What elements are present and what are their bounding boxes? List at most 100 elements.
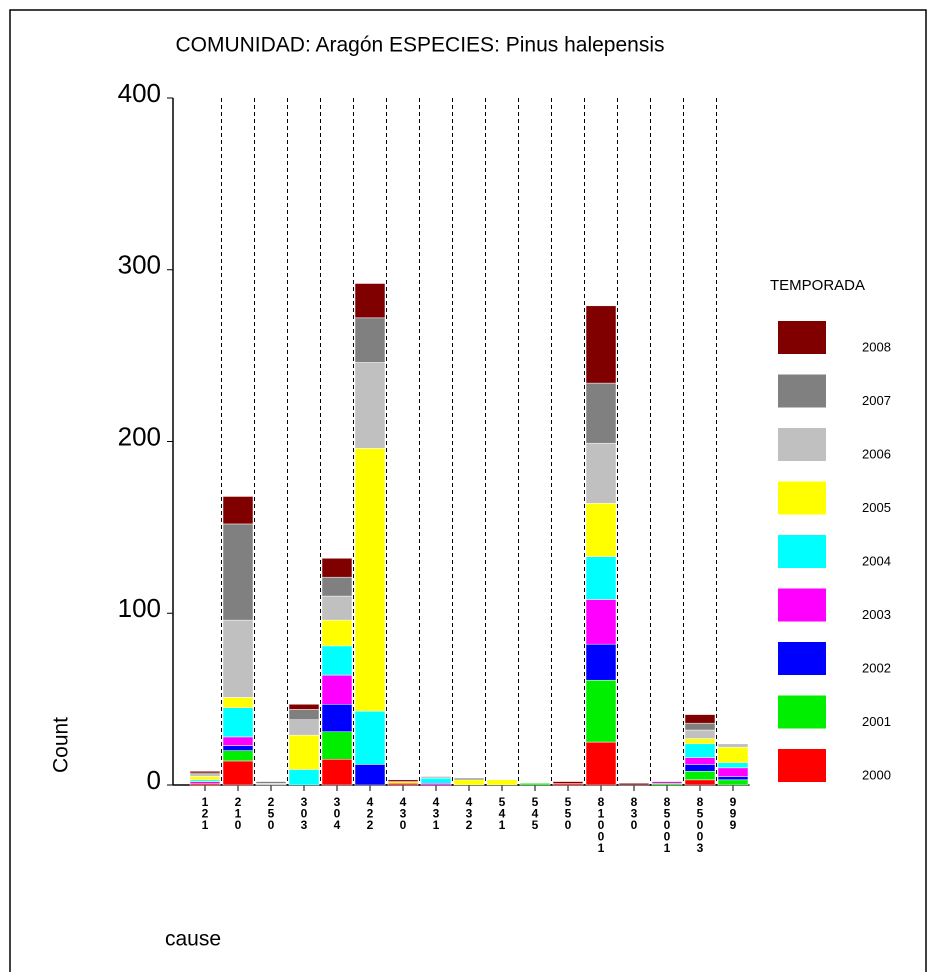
legend-swatch bbox=[778, 588, 826, 622]
bar-segment bbox=[321, 731, 353, 760]
bar-segment bbox=[354, 362, 386, 449]
bar-segment bbox=[288, 709, 320, 720]
legend-label: 2000 bbox=[862, 767, 891, 782]
bar-segment bbox=[354, 317, 386, 363]
bar-segment bbox=[717, 767, 749, 777]
bar-segment bbox=[684, 714, 716, 724]
bar-segment bbox=[585, 556, 617, 600]
bar-segment bbox=[354, 448, 386, 712]
bar-segment bbox=[684, 771, 716, 781]
chart-title: COMUNIDAD: Aragón ESPECIES: Pinus halepe… bbox=[175, 34, 664, 57]
bar-segment bbox=[222, 707, 254, 738]
frame bbox=[9, 9, 927, 972]
bar-segment bbox=[585, 643, 617, 681]
bar-segment bbox=[222, 697, 254, 708]
bar-segment bbox=[453, 779, 485, 786]
legend-label: 2001 bbox=[862, 714, 891, 729]
bar-segment bbox=[684, 729, 716, 739]
bar-segment bbox=[255, 783, 287, 786]
bar-segment bbox=[189, 779, 221, 782]
bar-segment bbox=[717, 776, 749, 781]
bar-segment bbox=[519, 783, 551, 786]
legend-label: 2008 bbox=[862, 339, 891, 354]
legend-swatch bbox=[778, 481, 826, 515]
bar-segment bbox=[552, 783, 584, 786]
y-axis-label: Count bbox=[50, 717, 73, 773]
bar-segment bbox=[552, 781, 584, 784]
legend-label: 2002 bbox=[862, 660, 891, 675]
bar-segment bbox=[684, 764, 716, 772]
bar-segment bbox=[420, 777, 452, 784]
bar-segment bbox=[585, 442, 617, 504]
bar-segment bbox=[717, 779, 749, 786]
legend-swatch bbox=[778, 642, 826, 675]
bar-segment bbox=[684, 757, 716, 765]
bar-segment bbox=[222, 760, 254, 786]
bar-segment bbox=[321, 704, 353, 733]
bar-segment bbox=[222, 736, 254, 746]
legend-label: 2006 bbox=[862, 446, 891, 461]
bar-segment bbox=[189, 772, 221, 775]
x-axis-label: cause bbox=[165, 928, 221, 951]
bar-segment bbox=[189, 781, 221, 784]
legend-label: 2007 bbox=[862, 393, 891, 408]
bar-segment bbox=[288, 719, 320, 736]
bar-segment bbox=[684, 738, 716, 745]
bar-segment bbox=[387, 781, 419, 784]
y-tick-label: 100 bbox=[118, 593, 161, 623]
bar-segment bbox=[585, 679, 617, 743]
bar-segment bbox=[354, 283, 386, 319]
legend-swatch bbox=[778, 428, 826, 461]
bar-segment bbox=[189, 771, 221, 774]
bar-segment bbox=[321, 758, 353, 786]
y-tick-label: 300 bbox=[118, 250, 161, 280]
bar-segment bbox=[321, 576, 353, 597]
bar-segment bbox=[321, 674, 353, 705]
bar-segment bbox=[189, 774, 221, 777]
bar-segment bbox=[255, 781, 287, 784]
bar-segment bbox=[717, 743, 749, 748]
bar-segment bbox=[486, 779, 518, 786]
bar-segment bbox=[684, 743, 716, 758]
legend-label: 2004 bbox=[862, 553, 891, 568]
legend-label: 2005 bbox=[862, 500, 891, 515]
legend-label: 2003 bbox=[862, 607, 891, 622]
bar-segment bbox=[585, 741, 617, 786]
bar-segment bbox=[684, 779, 716, 786]
bar-segment bbox=[717, 746, 749, 763]
y-tick-label: 0 bbox=[147, 765, 161, 795]
bar-segment bbox=[189, 783, 221, 786]
bar-segment bbox=[585, 503, 617, 557]
legend-swatch bbox=[778, 535, 826, 568]
legend-swatch bbox=[778, 374, 826, 408]
bar-segment bbox=[222, 496, 254, 525]
bar-segment bbox=[585, 305, 617, 384]
legend-swatch bbox=[778, 695, 826, 729]
bar-segment bbox=[288, 704, 320, 710]
legend-title: TEMPORADA bbox=[770, 277, 865, 294]
bar-segment bbox=[321, 619, 353, 647]
legend-swatch bbox=[778, 321, 826, 354]
legend-swatch bbox=[778, 749, 826, 782]
bar-segment bbox=[321, 558, 353, 578]
bar-segment bbox=[585, 599, 617, 645]
y-tick-label: 200 bbox=[118, 421, 161, 451]
bar-segment bbox=[321, 595, 353, 621]
